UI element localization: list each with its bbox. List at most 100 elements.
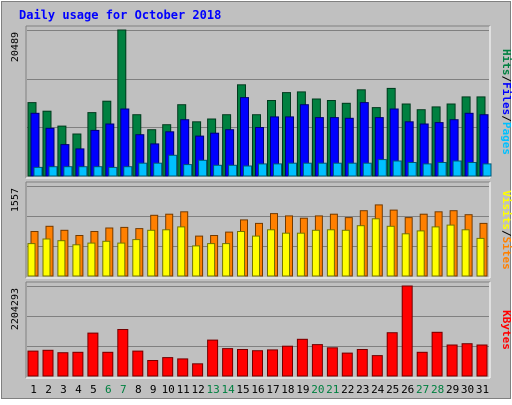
bar-pages-day-22 [347,162,357,177]
bar-pages-day-4 [78,166,88,177]
day-label-31: 31 [476,383,489,396]
panel-visits-ymax-label: 1557 [10,188,21,212]
bar-sites-day-20 [311,229,320,277]
bar-pages-day-18 [288,162,297,177]
bar-kbytes-day-28 [431,331,443,377]
bar-pages-day-13 [213,164,223,177]
outer-border-dark [1,1,511,399]
bar-sites-day-8 [132,239,141,277]
bar-files-day-1 [30,112,40,177]
day-label-23: 23 [356,383,369,396]
bar-pages-day-21 [332,162,342,177]
day-label-7: 7 [120,383,127,396]
panel-kbytes: 2204293 KBytes [10,281,512,379]
bar-pages-day-23 [362,162,372,177]
axis-title-part: Pages [500,122,512,155]
bar-pages-day-28 [437,162,447,177]
day-label-11: 11 [177,383,190,396]
bar-kbytes-day-6 [102,351,114,377]
day-label-16: 16 [251,383,264,396]
bar-kbytes-day-16 [252,350,263,377]
day-label-17: 17 [266,383,279,396]
bar-sites-day-25 [386,225,395,277]
bar-sites-day-30 [461,229,470,277]
axis-title-part: Hits [500,49,512,76]
bar-kbytes-day-17 [267,349,278,377]
bar-sites-day-16 [252,235,260,277]
day-label-28: 28 [431,383,444,396]
bar-pages-day-24 [377,159,387,177]
bar-pages-day-20 [317,162,327,177]
bar-pages-day-14 [228,164,238,177]
bar-sites-day-23 [356,225,365,277]
bar-files-day-7 [120,108,130,177]
day-label-25: 25 [386,383,399,396]
bar-kbytes-day-7 [117,329,129,377]
bar-kbytes-day-2 [42,349,54,377]
bar-pages-day-1 [33,166,43,177]
bar-kbytes-day-15 [237,349,248,377]
day-label-20: 20 [311,383,324,396]
x-axis-day-labels: 1 2 3 4 5 6 7 8 9 10 11 12 13 14 15 16 17 18 19 20 21 22 23 24 2… [30,383,489,396]
bar-kbytes-day-10 [162,357,174,377]
day-label-24: 24 [371,383,385,396]
bar-sites-day-18 [282,232,290,277]
bar-kbytes-day-31 [476,344,488,377]
bar-kbytes-day-4 [72,351,84,377]
bar-sites-day-31 [476,237,485,277]
bar-pages-day-19 [302,162,312,177]
bar-kbytes-day-1 [27,350,39,377]
day-label-9: 9 [150,383,157,396]
bar-sites-day-12 [192,245,201,277]
day-label-8: 8 [135,383,142,396]
bar-kbytes-day-18 [282,345,293,377]
day-label-13: 13 [206,383,219,396]
bar-pages-day-3 [63,166,73,177]
bar-sites-day-7 [117,242,126,277]
bar-pages-day-5 [93,166,103,177]
day-label-27: 27 [416,383,429,396]
day-label-1: 1 [30,383,37,396]
bar-sites-day-13 [207,243,216,277]
day-label-22: 22 [341,383,354,396]
day-label-14: 14 [221,383,235,396]
bar-kbytes-day-29 [446,344,458,377]
bar-sites-day-19 [296,232,305,277]
series-kbytes [27,285,488,377]
bar-kbytes-day-19 [296,338,308,377]
bar-kbytes-day-23 [356,349,368,377]
bar-kbytes-day-26 [401,285,413,377]
day-label-30: 30 [461,383,474,396]
bar-sites-day-10 [162,229,171,277]
bar-sites-day-14 [222,243,231,277]
bar-kbytes-day-27 [416,351,428,377]
day-label-2: 2 [45,383,52,396]
bar-files-day-15 [240,97,249,177]
series-pages [33,154,492,177]
bar-sites-day-9 [147,229,156,277]
bar-pages-day-17 [273,163,282,177]
bar-pages-day-31 [482,163,492,177]
bar-pages-day-30 [467,162,477,177]
day-label-18: 18 [281,383,294,396]
bar-pages-day-25 [392,160,402,177]
bar-sites-day-24 [371,218,380,277]
axis-title-part: Visits [500,190,512,230]
day-label-12: 12 [191,383,204,396]
bar-kbytes-day-25 [386,332,398,377]
day-label-19: 19 [296,383,309,396]
bar-kbytes-day-8 [132,350,144,377]
bar-pages-day-9 [153,162,163,177]
panel-kbytes-axis-title: KBytes [500,310,512,350]
day-label-5: 5 [90,383,97,396]
bar-kbytes-day-3 [57,352,69,377]
panel-hits-axis-title: Hits/Files/Pages [500,49,512,155]
bar-pages-day-11 [183,164,193,177]
chart-title: Daily usage for October 2018 [19,8,221,22]
bar-kbytes-day-20 [311,344,323,377]
axis-title-part: KBytes [500,310,512,350]
axis-title-part: / [500,230,512,237]
